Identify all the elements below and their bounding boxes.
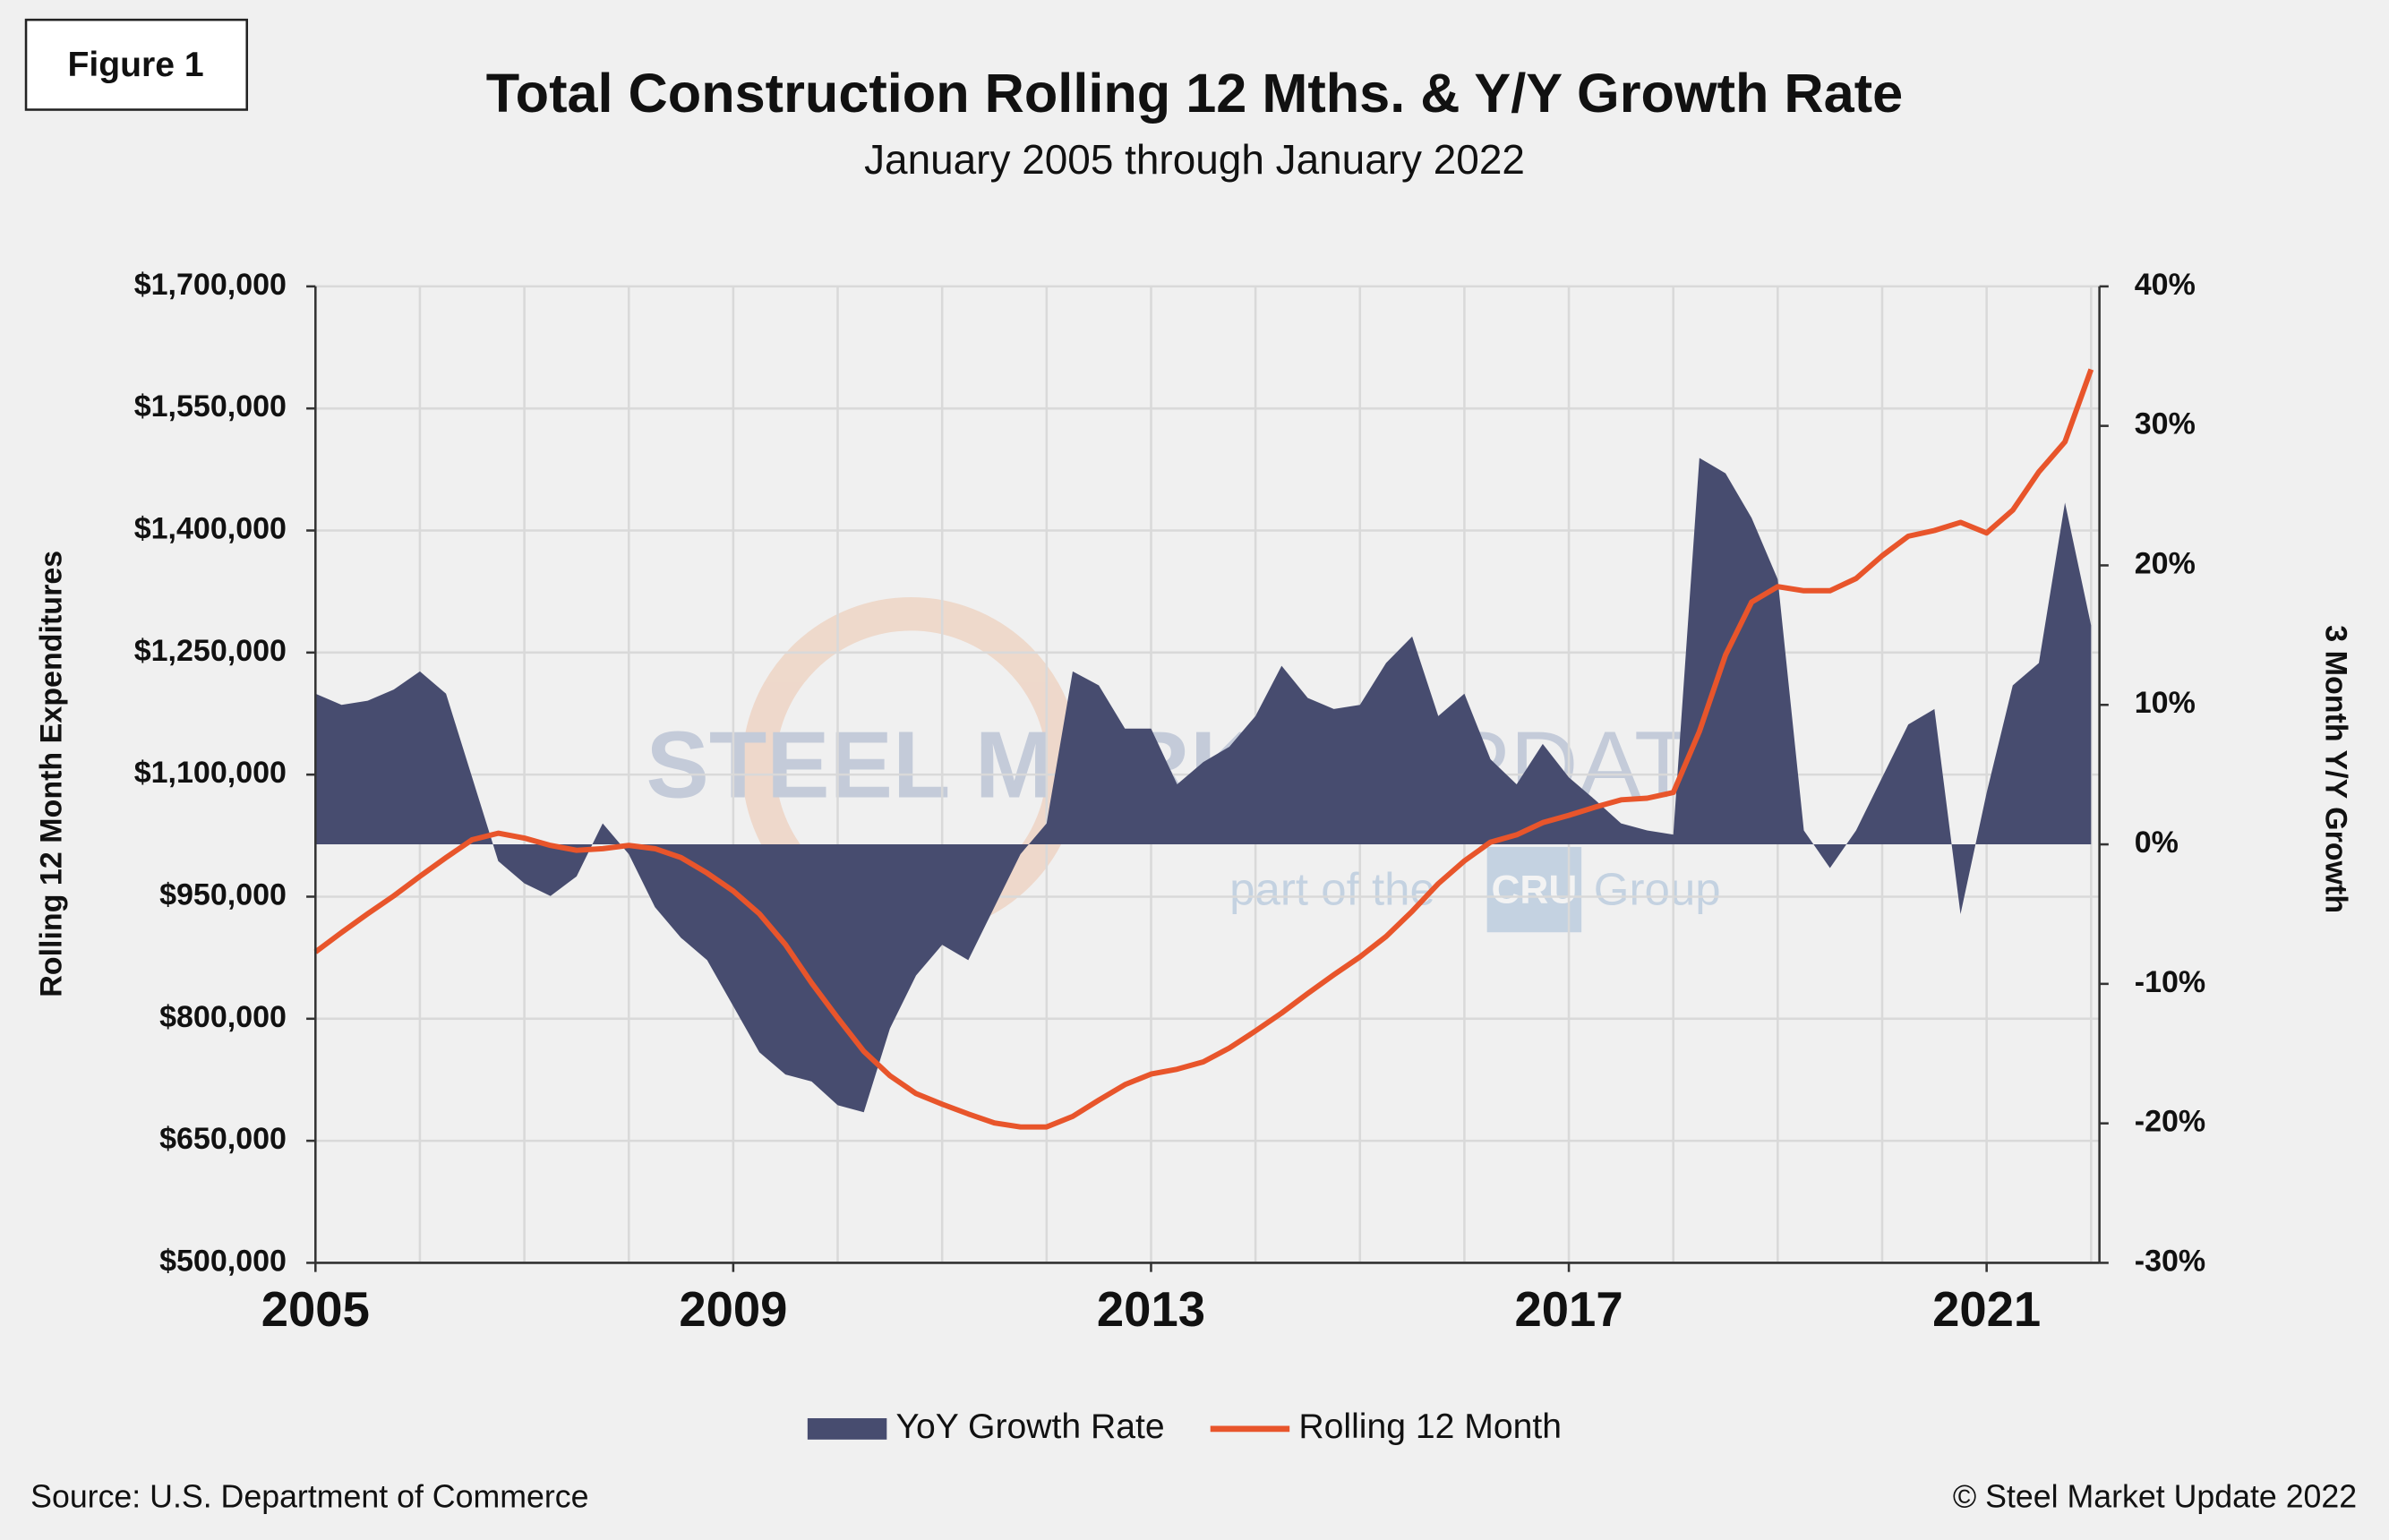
y-tick-label: $800,000 [159, 1000, 287, 1034]
y2-tick-label: 0% [2135, 826, 2179, 860]
y2-tick-label: -30% [2135, 1244, 2205, 1278]
copyright-note: © Steel Market Update 2022 [1953, 1479, 2357, 1515]
x-tick-label: 2005 [261, 1282, 370, 1337]
watermark-text: part of the [1229, 863, 1435, 914]
y-tick-label: $1,550,000 [134, 389, 287, 424]
y2-tick-label: -10% [2135, 965, 2205, 999]
figure-box [24, 18, 249, 111]
source-note: Source: U.S. Department of Commerce [30, 1479, 588, 1515]
x-tick-label: 2013 [1097, 1282, 1205, 1337]
legend-label: YoY Growth Rate [896, 1407, 1165, 1446]
y-tick-label: $1,100,000 [134, 756, 287, 790]
figure-label: Figure 1 [67, 46, 203, 84]
chart-title: Total Construction Rolling 12 Mths. & Y/… [486, 63, 1903, 124]
y-tick-label: $1,250,000 [134, 634, 287, 668]
chart-subtitle: January 2005 through January 2022 [864, 136, 1525, 183]
y2-tick-label: 40% [2135, 268, 2196, 302]
y-tick-label: $650,000 [159, 1122, 287, 1156]
watermark-logo [1486, 846, 1582, 933]
y-tick-label: $1,700,000 [134, 268, 287, 302]
legend-swatch [807, 1417, 887, 1440]
y2-tick-label: 30% [2135, 407, 2196, 441]
line [313, 368, 2094, 1130]
y2-tick-label: 10% [2135, 686, 2196, 720]
legend-label: Rolling 12 Month [1298, 1407, 1562, 1446]
x-tick-label: 2021 [1932, 1282, 2041, 1337]
y-axis-label: Rolling 12 Month Expenditures [35, 551, 69, 997]
y2-axis-label: 3 Month Y/Y Growth [2319, 625, 2353, 913]
y2-tick-label: 20% [2135, 546, 2196, 580]
area [315, 458, 2092, 1113]
x-tick-label: 2009 [679, 1282, 787, 1337]
watermark-text: Group [1594, 863, 1721, 914]
x-tick-label: 2017 [1515, 1282, 1623, 1337]
y-tick-label: $500,000 [159, 1244, 287, 1278]
y2-tick-label: -20% [2135, 1105, 2205, 1139]
watermark-logo-text: CRU [1492, 868, 1578, 912]
y-tick-label: $950,000 [159, 877, 287, 911]
y-tick-label: $1,400,000 [134, 511, 287, 545]
